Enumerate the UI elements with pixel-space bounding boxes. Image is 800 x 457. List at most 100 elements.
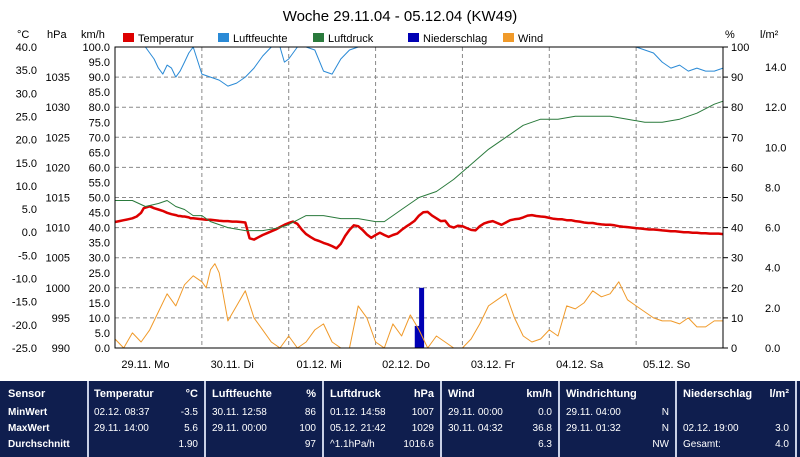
row-label-avg: Durchschnitt (8, 439, 70, 450)
pressure-tick-label: 1035 (46, 72, 70, 84)
stats-col-precipitation: Niederschlag l/m² 02.12. 19:00 3.0 Gesam… (677, 381, 797, 457)
plot-border (114, 46, 724, 349)
legend-label: Temperatur (138, 33, 194, 45)
precip-tick-label: 2.0 (765, 303, 780, 315)
precip-axis: 14.0 12.0 10.0 8.0 6.0 4.0 2.0 0.0 (765, 62, 786, 355)
winddir-min-time: 29.11. 04:00 (566, 407, 621, 418)
wind-tick-label: 90.0 (89, 72, 110, 84)
weather-chart: Woche 29.11.04 - 05.12.04 (KW49) °C hPa … (12, 8, 787, 371)
temp-tick-label: 0.0 (22, 227, 37, 239)
wind-min-time: 29.11. 00:00 (448, 407, 503, 418)
humidity-tick-label: 100 (731, 42, 749, 54)
x-tick-label: 05.12. So (643, 359, 690, 371)
x-tick-label: 04.12. Sa (556, 359, 604, 371)
humidity-min-value: 86 (304, 407, 316, 418)
humidity-unit-label: % (725, 29, 735, 41)
winddir-max-time: 29.11. 01:32 (566, 423, 621, 434)
wind-unit: km/h (526, 388, 552, 400)
statistics-panel: Sensor MinWert MaxWert Durchschnitt Temp… (0, 381, 800, 457)
pressure-min-time: 01.12. 14:58 (330, 407, 386, 418)
winddir-min-value: N (661, 407, 669, 418)
temp-max-value: 5.6 (184, 423, 198, 434)
temp-min-value: -3.5 (180, 407, 198, 418)
precip-tick-label: 8.0 (765, 182, 780, 194)
humidity-tick-label: 10 (731, 313, 743, 325)
precip-header: Niederschlag (683, 388, 753, 400)
pressure-tick-label: 1000 (46, 283, 70, 295)
humidity-unit: % (306, 388, 316, 400)
humidity-avg-value: 97 (304, 439, 316, 450)
winddir-avg-value: NW (652, 439, 669, 450)
series-line-wind (114, 263, 723, 349)
sensor-header: Sensor (8, 388, 46, 400)
humidity-tick-label: 30 (731, 253, 743, 265)
pressure-header: Luftdruck (330, 388, 381, 400)
wind-tick-label: 25.0 (89, 268, 110, 280)
temp-min-time: 02.12. 08:37 (94, 407, 150, 418)
wind-axis: 100.0 95.0 90.0 85.0 80.0 75.0 70.0 65.0 60.0 55.… (82, 42, 110, 355)
humidity-tick-label: 20 (731, 283, 743, 295)
pressure-tick-label: 1020 (46, 162, 70, 174)
wind-tick-label: 65.0 (89, 147, 110, 159)
pressure-trend: ^1.1hPa/h (330, 439, 375, 450)
humidity-tick-label: 60 (731, 162, 743, 174)
precip-bar (419, 287, 425, 348)
precip-max-value: 3.0 (775, 423, 789, 434)
legend-swatch (123, 33, 134, 42)
wind-tick-label: 15.0 (89, 298, 110, 310)
wind-tick-label: 35.0 (89, 238, 110, 250)
precip-total-value: 4.0 (775, 439, 789, 450)
temp-max-time: 29.11. 14:00 (94, 423, 149, 434)
wind-tick-label: 55.0 (89, 177, 110, 189)
legend-swatch (503, 33, 514, 42)
temp-unit: °C (185, 388, 198, 400)
stats-col-sensor: Sensor MinWert MaxWert Durchschnitt (0, 381, 89, 457)
pressure-max-time: 05.12. 21:42 (330, 423, 386, 434)
legend-swatch (313, 33, 324, 42)
wind-tick-label: 10.0 (89, 313, 110, 325)
precip-unit: l/m² (769, 388, 789, 400)
pressure-tick-label: 1015 (46, 193, 70, 205)
temp-tick-label: 40.0 (16, 42, 37, 54)
pressure-tick-label: 990 (52, 343, 70, 355)
pressure-tick-label: 1010 (46, 223, 70, 235)
pressure-axis: 1035 1030 1025 1020 1015 1010 1005 1000 995 990 (46, 72, 70, 355)
wind-tick-label: 5.0 (95, 328, 110, 340)
wind-tick-label: 60.0 (89, 162, 110, 174)
x-tick-label: 29.11. Mo (121, 359, 169, 371)
wind-tick-label: 70.0 (89, 132, 110, 144)
humidity-min-time: 30.11. 12:58 (212, 407, 267, 418)
wind-tick-label: 20.0 (89, 283, 110, 295)
stats-col-wind: Wind km/h 29.11. 00:00 0.0 30.11. 04:32 … (442, 381, 560, 457)
temp-tick-label: -5.0 (18, 250, 37, 262)
chart-series (114, 46, 724, 349)
wind-tick-label: 45.0 (89, 208, 110, 220)
temp-tick-label: -20.0 (12, 320, 37, 332)
pressure-tick-label: 1005 (46, 253, 70, 265)
humidity-tick-label: 90 (731, 72, 743, 84)
chart-legend: Temperatur Luftfeuchte Luftdruck Niederschl… (123, 33, 543, 45)
precip-unit-label: l/m² (760, 29, 779, 41)
precip-tick-label: 0.0 (765, 343, 780, 355)
stats-col-humidity: Luftfeuchte % 30.11. 12:58 86 29.11. 00:… (206, 381, 324, 457)
pressure-tick-label: 1030 (46, 102, 70, 114)
temp-tick-label: -10.0 (12, 274, 37, 286)
humidity-tick-label: 0 (731, 343, 737, 355)
row-label-max: MaxWert (8, 423, 50, 434)
stats-col-winddirection: Windrichtung 29.11. 04:00 N 29.11. 01:32… (560, 381, 677, 457)
wind-tick-label: 50.0 (89, 193, 110, 205)
precip-tick-label: 14.0 (765, 62, 786, 74)
humidity-tick-label: 80 (731, 102, 743, 114)
precip-bar (414, 325, 420, 348)
legend-label: Luftdruck (328, 33, 374, 45)
wind-max-time: 30.11. 04:32 (448, 423, 503, 434)
temp-tick-label: -25.0 (12, 343, 37, 355)
temp-axis: 40.0 35.0 30.0 25.0 20.0 15.0 10.0 5.0 0.0 -5.0 -1… (12, 42, 37, 355)
wind-tick-label: 95.0 (89, 57, 110, 69)
pressure-tick-label: 1025 (46, 132, 70, 144)
x-axis: 29.11. Mo 30.11. Di 01.12. Mi 02.12. Do 03.1… (121, 359, 690, 371)
humidity-max-time: 29.11. 00:00 (212, 423, 267, 434)
temp-avg-value: 1.90 (178, 439, 198, 450)
pressure-max-value: 1029 (411, 423, 434, 434)
